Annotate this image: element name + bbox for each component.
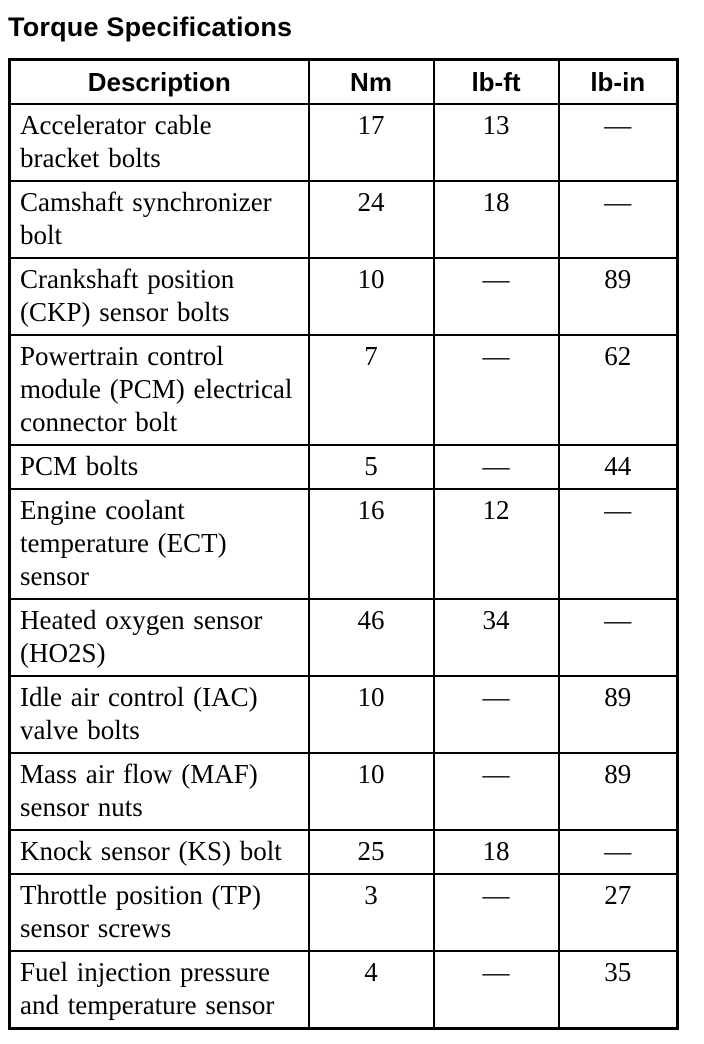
cell-nm: 10: [307, 675, 435, 754]
cell-lb-ft: —: [432, 257, 560, 336]
cell-nm: 4: [307, 950, 435, 1030]
header-row: Description Nm lb-ft lb-in: [8, 58, 679, 105]
cell-lb-in: 89: [557, 257, 679, 336]
cell-lb-in: 89: [557, 752, 679, 831]
table-row: Knock sensor (KS) bolt 25 18 —: [8, 829, 679, 875]
cell-description: Crankshaft position (CKP) sensor bolts: [8, 257, 310, 336]
cell-description: Powertrain control module (PCM) electric…: [8, 334, 310, 446]
cell-lb-in: 62: [557, 334, 679, 446]
cell-nm: 24: [307, 180, 435, 259]
cell-lb-in: —: [557, 180, 679, 259]
column-header-lb-ft: lb-ft: [432, 58, 560, 105]
torque-table-body: Accelerator cable bracket bolts 17 13 — …: [8, 103, 679, 1030]
cell-description: Fuel injection pressure and temperature …: [8, 950, 310, 1030]
cell-description: Throttle position (TP) sensor screws: [8, 873, 310, 952]
cell-lb-ft: —: [432, 873, 560, 952]
cell-lb-ft: —: [432, 334, 560, 446]
cell-lb-ft: 18: [432, 829, 560, 875]
table-header: Description Nm lb-ft lb-in: [8, 58, 679, 105]
cell-description: Accelerator cable bracket bolts: [8, 103, 310, 182]
cell-nm: 3: [307, 873, 435, 952]
table-row: Throttle position (TP) sensor screws 3 —…: [8, 873, 679, 952]
cell-description: Engine coolant temperature (ECT) sensor: [8, 488, 310, 600]
cell-lb-ft: 18: [432, 180, 560, 259]
cell-nm: 16: [307, 488, 435, 600]
cell-description: PCM bolts: [8, 444, 310, 490]
cell-nm: 46: [307, 598, 435, 677]
cell-description: Camshaft synchronizer bolt: [8, 180, 310, 259]
cell-lb-ft: —: [432, 675, 560, 754]
cell-lb-in: 89: [557, 675, 679, 754]
cell-description: Heated oxygen sensor (HO2S): [8, 598, 310, 677]
torque-specifications-table: Description Nm lb-ft lb-in Accelerator c…: [8, 58, 679, 1030]
cell-description: Knock sensor (KS) bolt: [8, 829, 310, 875]
cell-lb-ft: —: [432, 950, 560, 1030]
cell-lb-ft: 13: [432, 103, 560, 182]
cell-nm: 17: [307, 103, 435, 182]
column-header-lb-in: lb-in: [557, 58, 679, 105]
table-row: Camshaft synchronizer bolt 24 18 —: [8, 180, 679, 259]
cell-lb-in: —: [557, 598, 679, 677]
page-title: Torque Specifications: [8, 12, 293, 42]
column-header-nm: Nm: [307, 58, 435, 105]
cell-lb-in: 44: [557, 444, 679, 490]
cell-description: Mass air flow (MAF) sensor nuts: [8, 752, 310, 831]
table-row: Heated oxygen sensor (HO2S) 46 34 —: [8, 598, 679, 677]
cell-nm: 10: [307, 752, 435, 831]
column-header-description: Description: [8, 58, 310, 105]
cell-nm: 10: [307, 257, 435, 336]
cell-nm: 25: [307, 829, 435, 875]
table-row: Fuel injection pressure and temperature …: [8, 950, 679, 1030]
cell-lb-in: 35: [557, 950, 679, 1030]
cell-lb-in: —: [557, 488, 679, 600]
cell-nm: 7: [307, 334, 435, 446]
table-row: Crankshaft position (CKP) sensor bolts 1…: [8, 257, 679, 336]
cell-lb-in: —: [557, 829, 679, 875]
cell-lb-ft: 34: [432, 598, 560, 677]
table-row: PCM bolts 5 — 44: [8, 444, 679, 490]
cell-description: Idle air control (IAC) valve bolts: [8, 675, 310, 754]
cell-nm: 5: [307, 444, 435, 490]
table-row: Powertrain control module (PCM) electric…: [8, 334, 679, 446]
table-row: Idle air control (IAC) valve bolts 10 — …: [8, 675, 679, 754]
table-row: Mass air flow (MAF) sensor nuts 10 — 89: [8, 752, 679, 831]
table-row: Accelerator cable bracket bolts 17 13 —: [8, 103, 679, 182]
cell-lb-in: 27: [557, 873, 679, 952]
cell-lb-ft: —: [432, 752, 560, 831]
cell-lb-ft: 12: [432, 488, 560, 600]
table-row: Engine coolant temperature (ECT) sensor …: [8, 488, 679, 600]
cell-lb-ft: —: [432, 444, 560, 490]
cell-lb-in: —: [557, 103, 679, 182]
